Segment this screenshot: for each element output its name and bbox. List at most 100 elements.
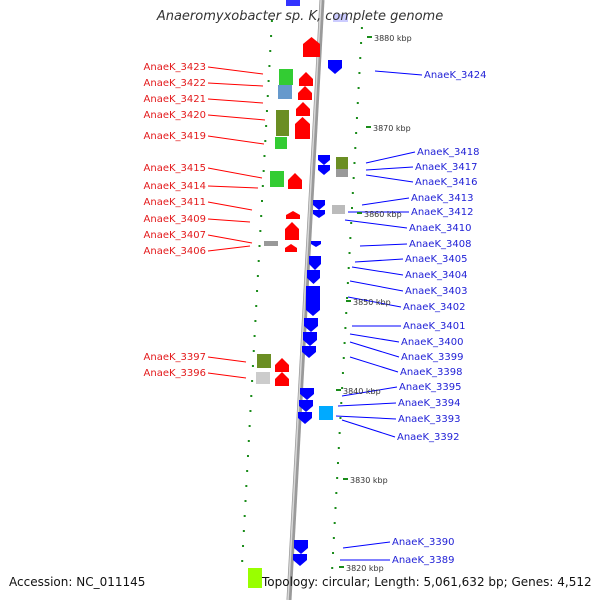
feature-block <box>270 171 284 187</box>
feature-block <box>333 14 348 22</box>
left-gene-label: AnaeK_3423 <box>144 62 206 73</box>
ruler-tick <box>343 478 348 480</box>
track-dot <box>360 27 363 29</box>
track-dot <box>242 530 245 532</box>
feature-block <box>332 205 345 214</box>
feature-block <box>276 110 289 136</box>
track-dot <box>262 170 265 172</box>
track-dot <box>347 267 350 269</box>
track-dot <box>345 312 348 314</box>
track-dot <box>247 440 250 442</box>
track-dot <box>353 162 356 164</box>
track-dot <box>359 57 362 59</box>
track-dot <box>335 492 338 494</box>
track-dot <box>261 185 264 187</box>
track-dot <box>341 387 344 389</box>
right-leader-line <box>365 151 416 164</box>
reverse-gene <box>302 346 316 358</box>
left-leader-line <box>207 185 259 189</box>
forward-gene <box>285 222 299 240</box>
track-dot <box>252 350 255 352</box>
track-dot <box>256 290 259 292</box>
left-leader-line <box>207 218 251 223</box>
track-dot <box>346 282 349 284</box>
ruler-label: 3880 kbp <box>374 34 412 43</box>
right-gene-label: AnaeK_3395 <box>399 382 461 393</box>
right-gene-label: AnaeK_3405 <box>405 254 467 265</box>
accession-text: Accession: NC_011145 <box>9 575 146 589</box>
reverse-gene <box>303 332 317 346</box>
left-gene-label: AnaeK_3415 <box>144 163 206 174</box>
track-dot <box>266 95 269 97</box>
right-leader-line <box>344 219 408 229</box>
right-leader-line <box>342 541 391 549</box>
right-leader-line <box>365 174 414 183</box>
forward-gene <box>303 37 320 57</box>
track-dot <box>241 560 244 562</box>
right-leader-line <box>337 402 397 407</box>
left-leader-line <box>207 372 247 379</box>
track-dot <box>254 320 257 322</box>
feature-block <box>279 69 293 85</box>
track-dot <box>251 365 254 367</box>
ruler-tick <box>357 212 362 214</box>
track-dot <box>342 357 345 359</box>
genome-backbone <box>286 0 325 600</box>
track-dot <box>257 260 260 262</box>
reverse-gene <box>293 554 307 566</box>
forward-gene <box>299 72 313 86</box>
feature-block <box>257 354 271 368</box>
right-leader-line <box>351 266 404 276</box>
right-leader-line <box>365 166 414 171</box>
ruler-tick <box>367 36 372 38</box>
track-dot <box>332 537 335 539</box>
left-gene-label: AnaeK_3411 <box>144 197 206 208</box>
track-dot <box>259 230 262 232</box>
reverse-gene <box>294 540 308 554</box>
reverse-gene <box>311 241 321 247</box>
forward-gene <box>275 372 289 386</box>
right-leader-line <box>335 415 397 420</box>
left-gene-label: AnaeK_3407 <box>144 230 206 241</box>
track-dot <box>265 125 268 127</box>
track-dot <box>339 417 342 419</box>
forward-gene <box>286 211 300 219</box>
right-gene-label: AnaeK_3412 <box>411 207 473 218</box>
track-dot <box>338 432 341 434</box>
reverse-gene <box>318 165 330 175</box>
forward-gene <box>295 117 310 139</box>
right-gene-label: AnaeK_3392 <box>397 432 459 443</box>
feature-block <box>264 241 278 246</box>
ruler-tick <box>336 389 341 391</box>
track-dot <box>348 252 351 254</box>
right-gene-label: AnaeK_3404 <box>405 270 467 281</box>
right-gene-label: AnaeK_3416 <box>415 177 477 188</box>
track-dot <box>253 335 256 337</box>
track-dot <box>250 395 253 397</box>
track-dot <box>337 447 340 449</box>
right-gene-label: AnaeK_3399 <box>401 352 463 363</box>
track-dot <box>261 200 263 202</box>
left-gene-label: AnaeK_3414 <box>144 181 206 192</box>
right-gene-label: AnaeK_3390 <box>392 537 454 548</box>
track-dot <box>243 515 246 517</box>
right-gene-label: AnaeK_3417 <box>415 162 477 173</box>
track-dot <box>356 102 359 104</box>
reverse-gene <box>313 200 325 210</box>
forward-gene <box>288 173 302 189</box>
right-gene-label: AnaeK_3401 <box>403 321 465 332</box>
reverse-gene <box>313 210 325 218</box>
right-leader-line <box>341 386 398 397</box>
left-gene-label: AnaeK_3397 <box>144 352 206 363</box>
feature-block <box>248 568 262 588</box>
right-leader-line <box>349 333 400 343</box>
feature-block <box>278 85 292 99</box>
track-dot <box>263 155 266 157</box>
genome-summary: Topology: circular; Length: 5,061,632 bp… <box>262 575 592 589</box>
track-dot <box>357 87 360 89</box>
right-gene-label: AnaeK_3418 <box>417 147 479 158</box>
track-dot <box>248 425 251 427</box>
track-dot <box>246 455 249 457</box>
left-leader-line <box>207 234 253 244</box>
